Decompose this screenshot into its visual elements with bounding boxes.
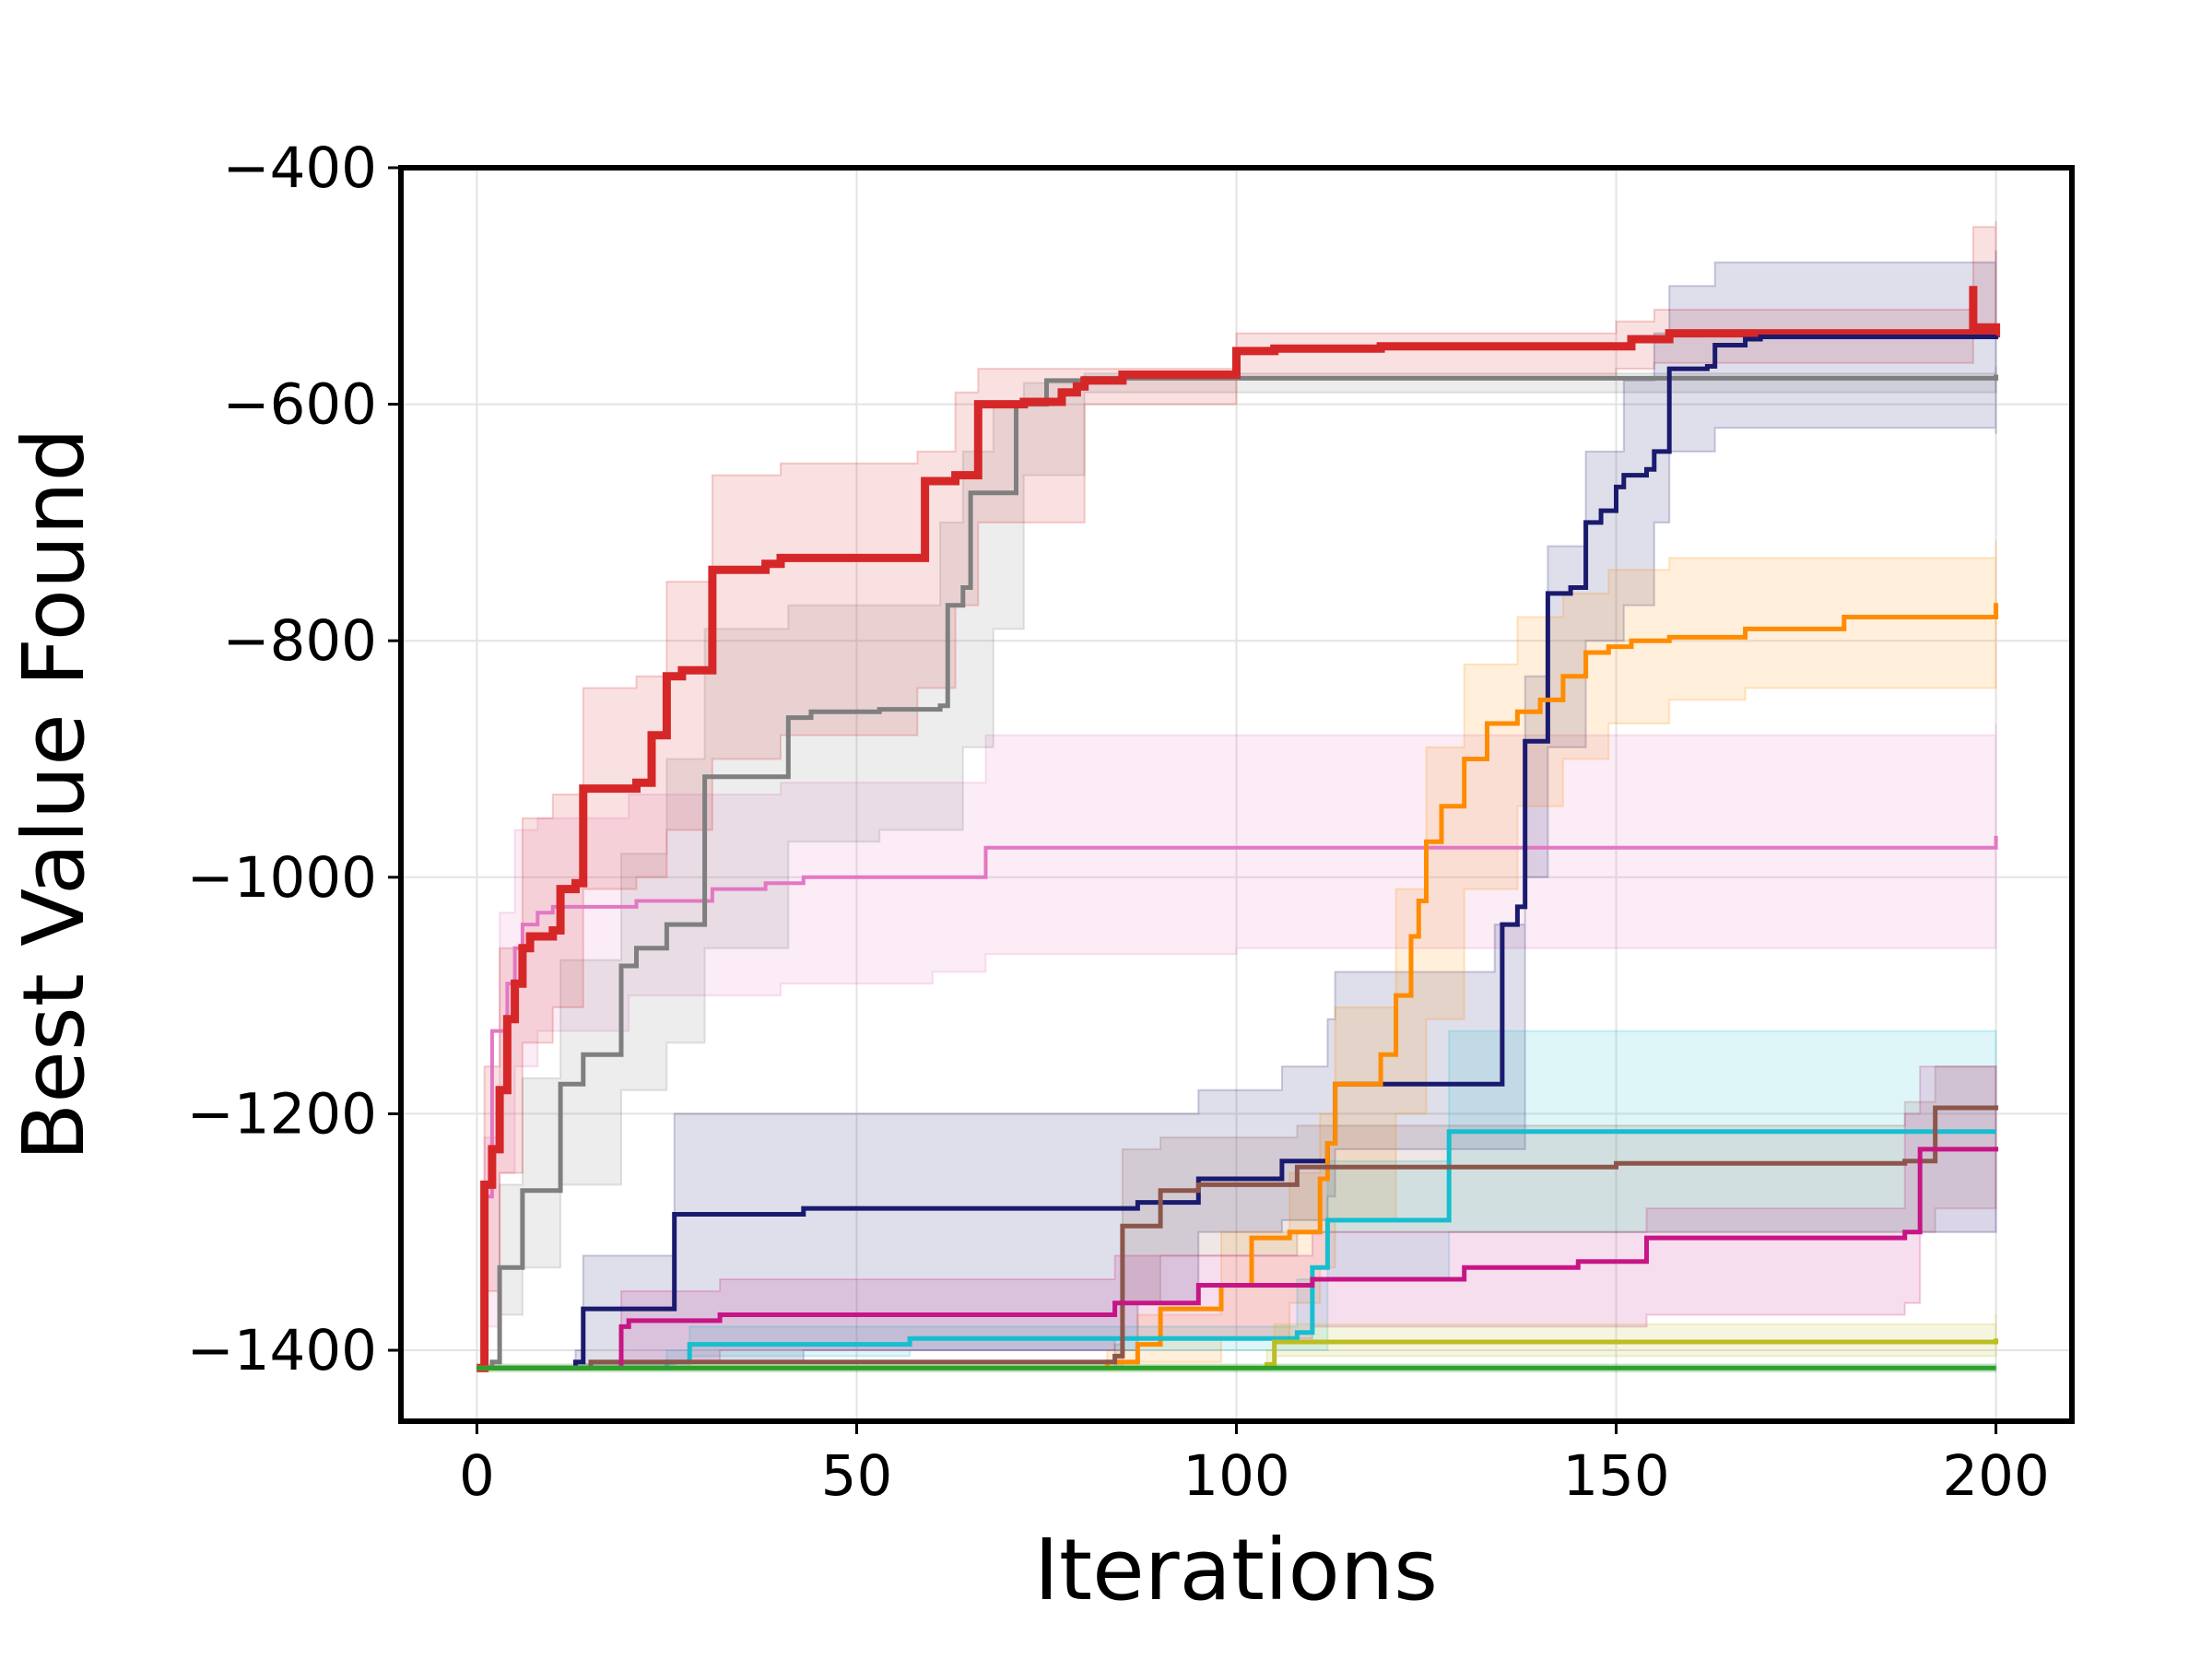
- line-navy: [477, 335, 1999, 1371]
- band-pink: [477, 724, 1997, 1370]
- line-magenta: [477, 1147, 1999, 1371]
- y-tick-label: −1400: [187, 1318, 377, 1383]
- y-tick-label: −1000: [187, 845, 377, 911]
- x-tick-label: 0: [459, 1443, 495, 1509]
- band-red: [477, 220, 1997, 1370]
- band-brown: [477, 1065, 1997, 1370]
- y-axis-title: Best Value Found: [5, 428, 103, 1161]
- confidence-bands: [476, 220, 1997, 1373]
- line-red: [477, 286, 2001, 1372]
- y-tick-label: −1200: [187, 1081, 377, 1147]
- y-tick-label: −600: [222, 372, 377, 438]
- series-lines: [477, 286, 2001, 1372]
- line-brown: [477, 1105, 1999, 1371]
- y-tick-label: −400: [222, 135, 377, 201]
- x-tick-label: 100: [1182, 1443, 1289, 1509]
- axis-ticks: 0 50 100 150 200 −1400 −1200 −1000 −800 −600 −400: [187, 135, 2050, 1509]
- y-tick-label: −800: [222, 608, 377, 674]
- x-tick-label: 200: [1942, 1443, 2049, 1509]
- band-cyan: [477, 1030, 1997, 1370]
- x-tick-label: 150: [1562, 1443, 1669, 1509]
- x-axis-title: Iterations: [1034, 1521, 1438, 1619]
- band-navy: [477, 250, 1997, 1370]
- line-pink: [477, 835, 1998, 1371]
- x-tick-label: 50: [821, 1443, 893, 1509]
